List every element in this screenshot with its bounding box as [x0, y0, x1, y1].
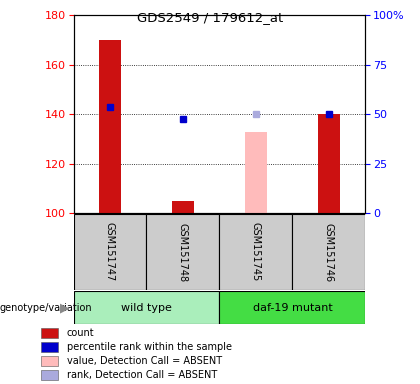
Bar [172, 201, 194, 213]
Bar [318, 114, 340, 213]
Bar [99, 40, 121, 213]
Text: value, Detection Call = ABSENT: value, Detection Call = ABSENT [67, 356, 222, 366]
Text: GSM151747: GSM151747 [105, 222, 115, 282]
Text: rank, Detection Call = ABSENT: rank, Detection Call = ABSENT [67, 370, 217, 380]
Bar [292, 214, 365, 290]
Bar [41, 370, 58, 380]
Text: genotype/variation: genotype/variation [0, 303, 93, 313]
Text: percentile rank within the sample: percentile rank within the sample [67, 342, 232, 352]
Bar [41, 328, 58, 338]
Text: GDS2549 / 179612_at: GDS2549 / 179612_at [137, 11, 283, 24]
Text: count: count [67, 328, 94, 338]
Bar [41, 356, 58, 366]
Text: wild type: wild type [121, 303, 172, 313]
Bar [41, 342, 58, 352]
Text: GSM151745: GSM151745 [251, 222, 261, 282]
Bar [220, 291, 365, 324]
Text: GSM151748: GSM151748 [178, 223, 188, 281]
Bar [74, 291, 220, 324]
Text: daf-19 mutant: daf-19 mutant [252, 303, 332, 313]
Text: ▶: ▶ [60, 301, 70, 314]
Bar [245, 132, 267, 213]
Bar [74, 214, 147, 290]
Text: GSM151746: GSM151746 [324, 223, 334, 281]
Bar [147, 214, 220, 290]
Bar [220, 214, 292, 290]
